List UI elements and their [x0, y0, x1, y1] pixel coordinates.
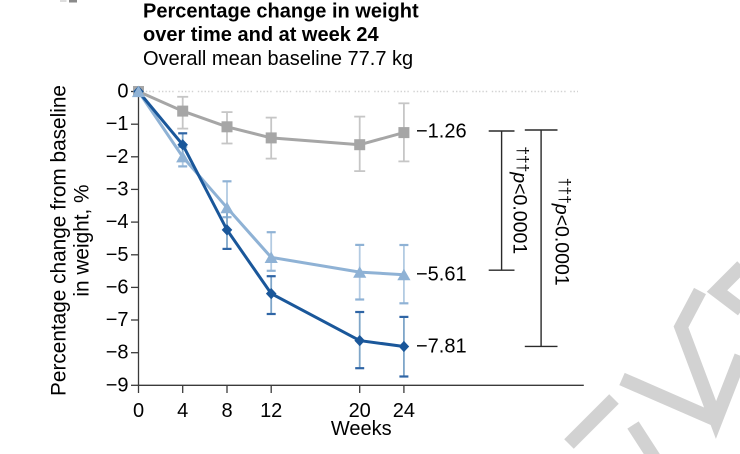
svg-text:−5.61: −5.61 — [416, 264, 467, 286]
svg-text:−3: −3 — [106, 178, 129, 200]
svg-text:4: 4 — [177, 400, 188, 422]
svg-text:†††p<0.0001: †††p<0.0001 — [551, 178, 574, 286]
svg-text:−7: −7 — [106, 309, 129, 331]
svg-text:−1: −1 — [106, 113, 129, 135]
svg-text:−1.26: −1.26 — [416, 121, 467, 143]
svg-text:Overall mean baseline 77.7 kg: Overall mean baseline 77.7 kg — [143, 48, 413, 70]
svg-text:−8: −8 — [106, 342, 129, 364]
svg-text:†††p<0.0001: †††p<0.0001 — [509, 146, 532, 254]
svg-text:−7.81: −7.81 — [416, 336, 467, 358]
svg-text:−2: −2 — [106, 146, 129, 168]
svg-text:−9: −9 — [106, 374, 129, 396]
svg-text:0: 0 — [133, 400, 144, 422]
svg-text:0: 0 — [117, 81, 128, 103]
svg-text:Percentage change in weight: Percentage change in weight — [143, 1, 419, 23]
svg-text:12: 12 — [260, 400, 282, 422]
svg-text:in weight, %: in weight, % — [71, 184, 94, 296]
svg-text:over time and at week 24: over time and at week 24 — [143, 24, 380, 46]
svg-text:−6: −6 — [106, 276, 129, 298]
svg-text:8: 8 — [221, 400, 232, 422]
svg-text:24: 24 — [393, 400, 415, 422]
svg-text:−4: −4 — [106, 211, 129, 233]
svg-text:Weeks: Weeks — [331, 418, 392, 440]
svg-text:20: 20 — [349, 400, 371, 422]
svg-text:Percentage change from baselin: Percentage change from baseline — [48, 85, 71, 396]
svg-text:−5: −5 — [106, 244, 129, 266]
